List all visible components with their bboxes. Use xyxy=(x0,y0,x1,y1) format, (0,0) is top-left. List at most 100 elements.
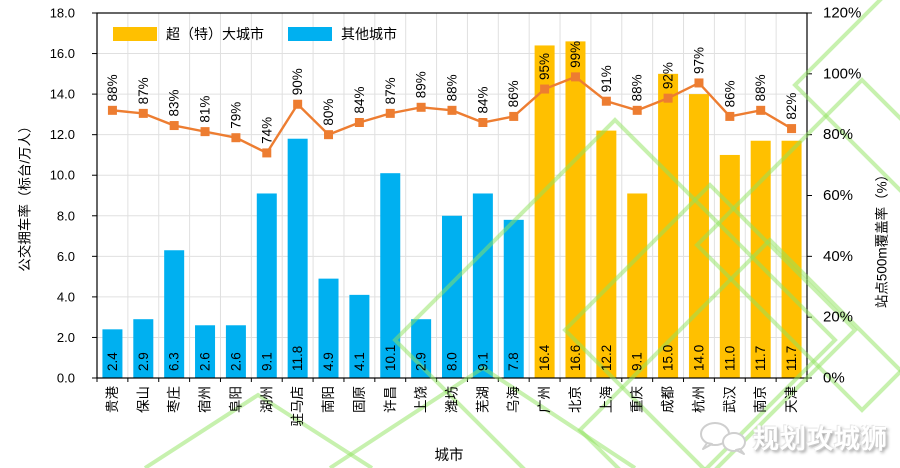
x-tick-label-上饶: 上饶 xyxy=(414,386,429,413)
coverage-label-上饶: 89% xyxy=(414,71,429,98)
bar-value-label-潍坊: 8.0 xyxy=(445,352,460,371)
bar-value-label-保山: 2.9 xyxy=(136,352,151,371)
coverage-label-南京: 88% xyxy=(753,74,768,101)
coverage-label-许昌: 87% xyxy=(383,77,398,104)
x-tick-label-上海: 上海 xyxy=(599,386,614,413)
coverage-marker-天津 xyxy=(787,124,796,133)
x-tick-label-芜湖: 芜湖 xyxy=(475,386,490,413)
bar-value-label-许昌: 10.1 xyxy=(383,345,398,371)
y-tick-label-left: 10.0 xyxy=(50,168,75,183)
coverage-marker-成都 xyxy=(664,94,673,103)
bar-value-label-广州: 16.4 xyxy=(537,344,552,371)
x-tick-label-宿州: 宿州 xyxy=(197,386,213,413)
bar-value-label-南京: 11.7 xyxy=(753,346,768,371)
coverage-label-武汉: 86% xyxy=(722,80,737,107)
coverage-marker-芜湖 xyxy=(478,118,487,127)
coverage-marker-许昌 xyxy=(386,109,395,118)
bar-value-label-驻马店: 11.8 xyxy=(290,346,305,371)
bar-保山 xyxy=(133,319,153,378)
x-tick-label-湖州: 湖州 xyxy=(259,386,274,413)
x-tick-label-南京: 南京 xyxy=(753,386,768,413)
y-axis-title-left: 公交拥车率（标台/万人） xyxy=(17,119,33,271)
coverage-label-天津: 82% xyxy=(784,93,799,120)
plot-border xyxy=(97,13,807,378)
x-tick-label-乌海: 乌海 xyxy=(506,386,521,413)
x-tick-label-成都: 成都 xyxy=(661,386,676,413)
coverage-marker-重庆 xyxy=(633,106,642,115)
y-tick-label-left: 2.0 xyxy=(57,330,75,345)
x-tick-label-北京: 北京 xyxy=(568,386,583,413)
coverage-label-成都: 92% xyxy=(661,62,676,89)
coverage-marker-南京 xyxy=(756,106,765,115)
x-tick-label-潍坊: 潍坊 xyxy=(445,386,460,413)
bar-南阳 xyxy=(319,279,339,378)
bar-重庆 xyxy=(627,193,647,378)
coverage-label-固原: 84% xyxy=(352,86,367,113)
y-tick-label-left: 4.0 xyxy=(57,289,75,304)
bar-贵港 xyxy=(102,329,122,378)
coverage-label-杭州: 97% xyxy=(691,47,706,74)
coverage-marker-北京 xyxy=(571,72,580,81)
legend-label-other-cities: 其他城市 xyxy=(341,24,397,44)
coverage-marker-驻马店 xyxy=(293,100,302,109)
legend-label-mega-cities: 超（特）大城市 xyxy=(166,24,264,44)
x-tick-label-南阳: 南阳 xyxy=(321,386,336,413)
x-tick-label-枣庄: 枣庄 xyxy=(166,386,182,413)
coverage-marker-宿州 xyxy=(201,127,210,136)
x-axis-title: 城市 xyxy=(435,447,464,464)
coverage-label-广州: 95% xyxy=(537,53,552,80)
x-tick-label-重庆: 重庆 xyxy=(630,386,645,413)
coverage-marker-上海 xyxy=(602,97,611,106)
y-tick-label-right: 20% xyxy=(823,309,853,326)
coverage-marker-武汉 xyxy=(725,112,734,121)
bar-南京 xyxy=(751,141,771,378)
y-tick-label-right: 0% xyxy=(823,370,845,387)
x-tick-label-贵港: 贵港 xyxy=(105,386,120,413)
bar-上海 xyxy=(596,131,616,378)
x-tick-label-武汉: 武汉 xyxy=(722,386,737,413)
bar-阜阳 xyxy=(226,325,246,378)
bar-value-label-贵港: 2.4 xyxy=(105,352,120,371)
coverage-marker-上饶 xyxy=(417,103,426,112)
bar-value-label-成都: 15.0 xyxy=(661,345,676,371)
bar-value-label-天津: 11.7 xyxy=(784,346,799,371)
watermark-pattern-icon xyxy=(0,0,900,468)
x-tick-label-驻马店: 驻马店 xyxy=(290,386,305,427)
legend-swatch-other-cities xyxy=(288,27,332,41)
y-tick-label-right: 100% xyxy=(823,65,861,82)
bar-value-label-枣庄: 6.3 xyxy=(167,352,182,371)
coverage-marker-湖州 xyxy=(262,148,271,157)
watermark-diamond-icon xyxy=(697,80,900,410)
x-tick-label-许昌: 许昌 xyxy=(383,386,398,413)
y-tick-label-left: 18.0 xyxy=(50,6,75,21)
bar-成都 xyxy=(658,74,678,378)
brand-watermark-text: 规划攻城狮 xyxy=(753,419,888,456)
x-tick-label-杭州: 杭州 xyxy=(691,386,706,413)
bar-value-label-乌海: 7.8 xyxy=(506,352,521,371)
bar-杭州 xyxy=(689,94,709,378)
legend-swatch-mega-cities xyxy=(113,27,157,41)
y-tick-label-left: 6.0 xyxy=(57,249,75,264)
coverage-label-南阳: 80% xyxy=(321,99,336,126)
x-tick-label-广州: 广州 xyxy=(537,386,552,413)
coverage-label-乌海: 86% xyxy=(506,80,521,107)
y-tick-label-right: 80% xyxy=(823,126,853,143)
watermark-chevron-icon xyxy=(145,395,372,468)
coverage-line xyxy=(112,77,791,153)
coverage-label-驻马店: 90% xyxy=(290,68,305,95)
legend: 超（特）大城市 其他城市 xyxy=(113,24,397,44)
coverage-label-芜湖: 84% xyxy=(475,86,490,113)
y-tick-label-right: 120% xyxy=(823,5,861,22)
y-tick-label-left: 14.0 xyxy=(50,87,75,102)
coverage-marker-杭州 xyxy=(694,78,703,87)
coverage-label-湖州: 74% xyxy=(259,117,274,144)
coverage-marker-南阳 xyxy=(324,130,333,139)
y-tick-label-right: 40% xyxy=(823,248,853,265)
coverage-label-阜阳: 79% xyxy=(228,102,243,129)
coverage-label-宿州: 81% xyxy=(198,96,213,123)
labels-layer: 88%2.4贵港87%2.9保山83%6.3枣庄81%2.6宿州79%2.6阜阳… xyxy=(0,0,900,468)
coverage-marker-乌海 xyxy=(509,112,518,121)
bar-许昌 xyxy=(380,173,400,378)
bar-value-label-上饶: 2.9 xyxy=(414,352,429,371)
coverage-marker-广州 xyxy=(540,85,549,94)
